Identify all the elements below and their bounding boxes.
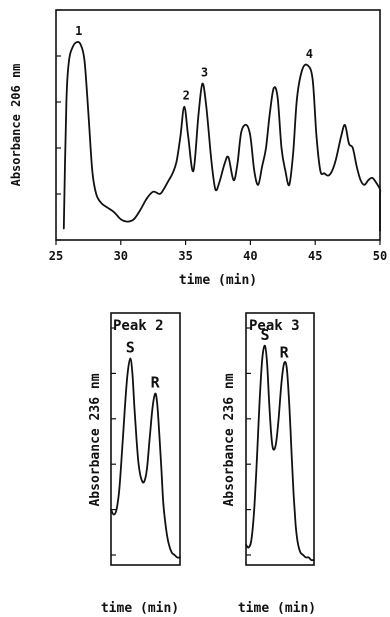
peak-number-label: 1 [75, 24, 82, 38]
main-chart: 25 30 35 40 45 50 1 23 4 Absorbance 206 nm time… [9, 9, 387, 288]
peak2-peak-labels: SR [126, 338, 161, 391]
main-x-ticks: 25 30 35 40 45 50 [49, 240, 387, 263]
enantiomer-label: S [126, 338, 135, 356]
peak-number-label: 2 [183, 89, 190, 103]
peak3-y-ticks [246, 327, 251, 556]
peak-number-label: 3 [201, 66, 208, 80]
peak3-peak-labels: SR [261, 326, 290, 362]
main-y-axis-label: Absorbance 206 nm [9, 64, 23, 187]
peak-number-label: 4 [306, 47, 313, 61]
main-x-tick-label: 25 [49, 249, 63, 263]
main-plot-frame [55, 9, 381, 241]
peak3-series-line [245, 344, 315, 562]
peak2-title: Peak 2 [113, 318, 164, 334]
peak2-series-line [110, 357, 181, 559]
peak2-y-axis-label: Absorbance 236 nm [88, 373, 103, 506]
peak3-plot-frame [245, 312, 315, 566]
main-x-axis-label: time (min) [179, 273, 257, 288]
main-x-tick-label: 40 [243, 249, 257, 263]
peak3-title: Peak 3 [249, 318, 300, 334]
main-x-tick-label: 50 [373, 249, 387, 263]
main-x-tick-label: 45 [308, 249, 322, 263]
enantiomer-label: S [261, 326, 270, 344]
peak3-x-axis-label: time (min) [238, 601, 316, 616]
main-y-ticks [56, 9, 61, 241]
enantiomer-label: R [280, 343, 290, 361]
main-x-tick-label: 30 [114, 249, 128, 263]
peak3-chart: SR Peak 3 Absorbance 236 nm time (min) [222, 312, 316, 616]
peak2-plot-frame [110, 312, 181, 566]
peak2-x-axis-label: time (min) [101, 601, 179, 616]
main-series-line [62, 41, 382, 232]
peak2-chart: SR Peak 2 Absorbance 236 nm time (min) [88, 312, 181, 616]
peak2-y-ticks [111, 327, 116, 556]
enantiomer-label: R [151, 374, 161, 392]
main-x-tick-label: 35 [178, 249, 192, 263]
main-peak-labels: 1 23 4 [75, 24, 313, 102]
peak3-y-axis-label: Absorbance 236 nm [222, 373, 237, 506]
